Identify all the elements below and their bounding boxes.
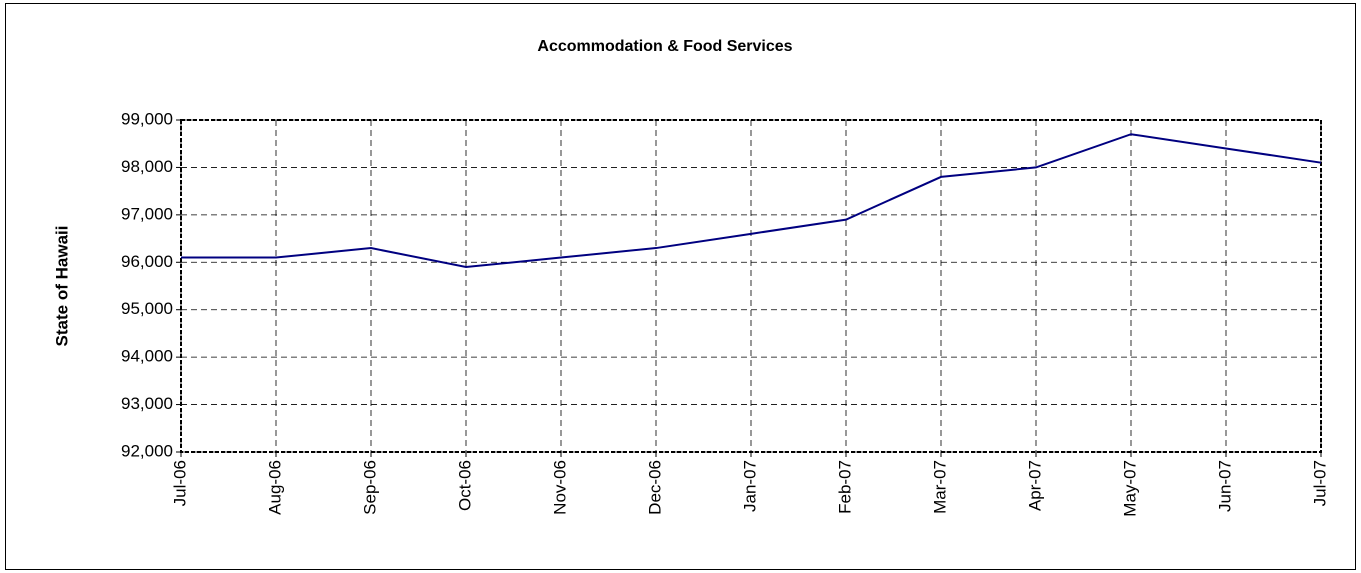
x-tick-label: Feb-07 [835, 460, 854, 514]
x-tick-label: Jun-07 [1215, 460, 1234, 512]
y-axis-label: State of Hawaii [52, 226, 71, 347]
x-tick-label: Nov-06 [550, 460, 569, 515]
x-tick-label: Jul-06 [170, 460, 189, 506]
x-tick-label: Jan-07 [740, 460, 759, 512]
x-tick-label: Oct-06 [455, 460, 474, 511]
y-tick-label: 96,000 [121, 252, 173, 271]
x-tick-label: Dec-06 [645, 460, 664, 515]
x-tick-label: Jul-07 [1310, 460, 1329, 506]
y-tick-label: 98,000 [121, 157, 173, 176]
chart-frame [5, 3, 1356, 570]
y-tick-label: 97,000 [121, 204, 173, 223]
y-tick-label: 93,000 [121, 394, 173, 413]
x-tick-label: Aug-06 [265, 460, 284, 515]
y-tick-label: 94,000 [121, 347, 173, 366]
plot-border [180, 119, 1322, 453]
y-tick-label: 95,000 [121, 299, 173, 318]
chart-title: Accommodation & Food Services [537, 38, 792, 55]
x-tick-label: Mar-07 [930, 460, 949, 514]
x-tick-label: May-07 [1120, 460, 1139, 517]
data-line [181, 133, 1322, 269]
x-tick-label: Sep-06 [360, 460, 379, 515]
y-tick-label: 99,000 [121, 109, 173, 128]
y-tick-label: 92,000 [121, 441, 173, 460]
x-tick-label: Apr-07 [1025, 460, 1044, 511]
